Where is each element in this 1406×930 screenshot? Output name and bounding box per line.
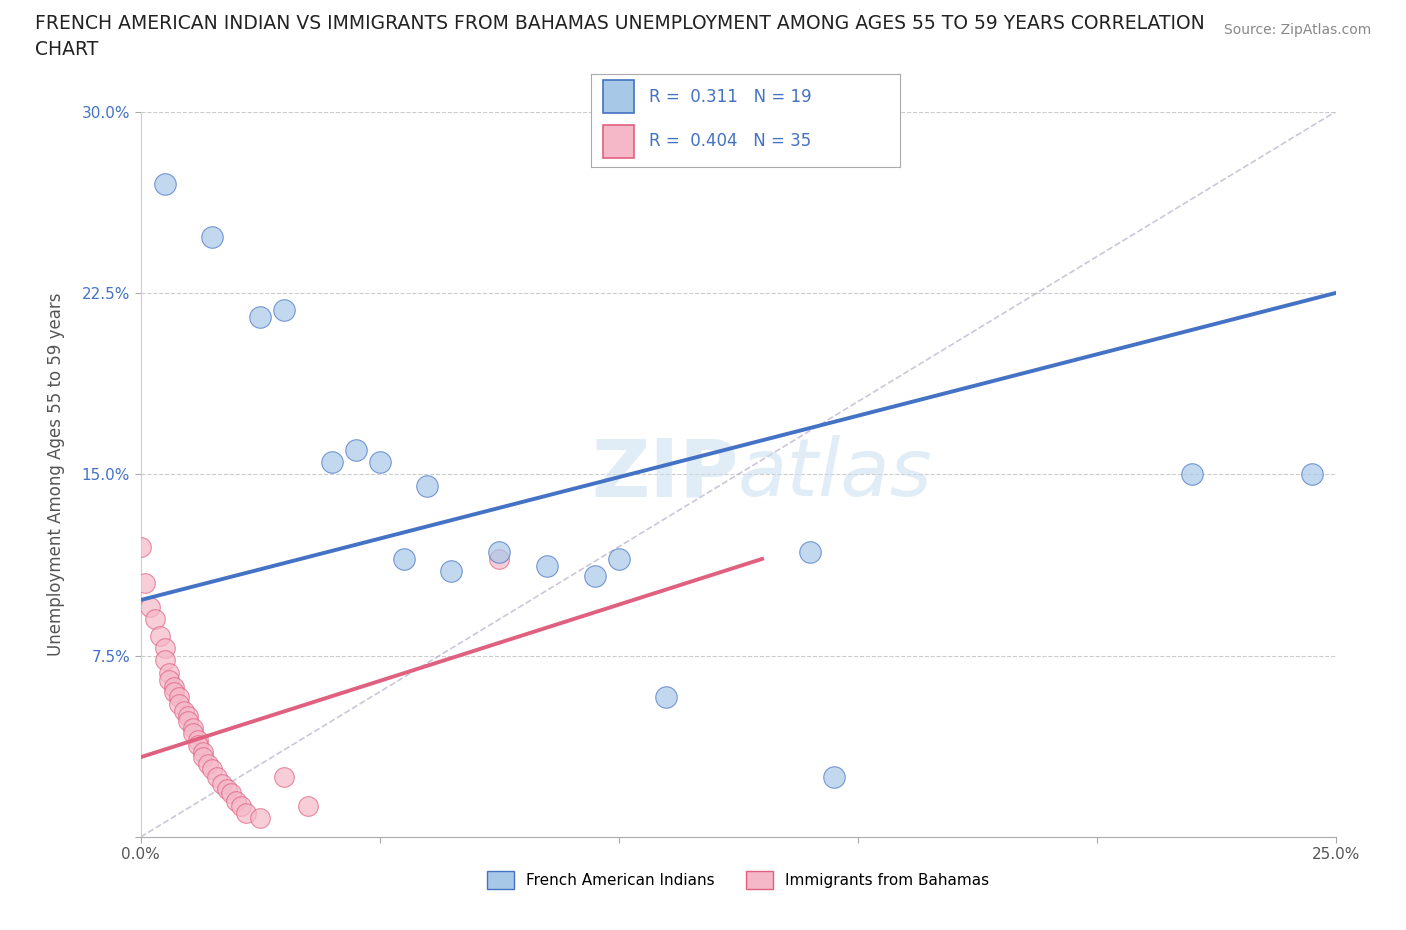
Point bbox=[273, 302, 295, 317]
Point bbox=[187, 737, 209, 752]
Point bbox=[153, 641, 176, 656]
Legend: French American Indians, Immigrants from Bahamas: French American Indians, Immigrants from… bbox=[481, 865, 995, 895]
Point bbox=[153, 177, 176, 192]
Point bbox=[368, 455, 391, 470]
Point bbox=[321, 455, 343, 470]
Point bbox=[157, 672, 180, 687]
Point bbox=[129, 539, 152, 554]
Text: Source: ZipAtlas.com: Source: ZipAtlas.com bbox=[1223, 23, 1371, 37]
Point bbox=[167, 689, 190, 704]
Point bbox=[488, 551, 510, 566]
Point bbox=[221, 786, 243, 801]
Point bbox=[211, 777, 233, 791]
Point bbox=[197, 757, 219, 772]
Point bbox=[157, 665, 180, 680]
Point bbox=[416, 479, 439, 494]
Point bbox=[177, 709, 200, 724]
Point bbox=[249, 810, 271, 825]
Text: FRENCH AMERICAN INDIAN VS IMMIGRANTS FROM BAHAMAS UNEMPLOYMENT AMONG AGES 55 TO : FRENCH AMERICAN INDIAN VS IMMIGRANTS FRO… bbox=[35, 14, 1205, 60]
Point bbox=[344, 443, 367, 458]
Point bbox=[187, 733, 209, 748]
Bar bbox=[603, 80, 634, 113]
Point bbox=[163, 684, 186, 699]
Point bbox=[181, 721, 204, 736]
Point bbox=[583, 568, 606, 583]
Point bbox=[225, 793, 247, 808]
Point bbox=[177, 713, 200, 728]
Point bbox=[297, 798, 319, 813]
Point bbox=[536, 559, 558, 574]
Point bbox=[191, 750, 214, 764]
Text: R =  0.404   N = 35: R = 0.404 N = 35 bbox=[650, 132, 811, 151]
Point bbox=[149, 629, 172, 644]
Point bbox=[392, 551, 415, 566]
Text: ZIP: ZIP bbox=[591, 435, 738, 513]
Point bbox=[440, 564, 463, 578]
Point bbox=[163, 680, 186, 695]
Text: atlas: atlas bbox=[738, 435, 934, 513]
Point bbox=[181, 725, 204, 740]
Point bbox=[1301, 467, 1323, 482]
Point bbox=[799, 544, 821, 559]
Point bbox=[143, 612, 166, 627]
Point bbox=[205, 769, 228, 784]
Point bbox=[823, 769, 845, 784]
Point bbox=[201, 762, 224, 777]
Point bbox=[607, 551, 630, 566]
Point bbox=[215, 781, 238, 796]
Point bbox=[191, 745, 214, 760]
Point bbox=[235, 805, 257, 820]
Point bbox=[139, 600, 162, 615]
Point bbox=[153, 653, 176, 668]
Point bbox=[229, 798, 252, 813]
Text: R =  0.311   N = 19: R = 0.311 N = 19 bbox=[650, 87, 811, 106]
Point bbox=[201, 230, 224, 245]
Point bbox=[1181, 467, 1204, 482]
Y-axis label: Unemployment Among Ages 55 to 59 years: Unemployment Among Ages 55 to 59 years bbox=[46, 293, 65, 656]
Point bbox=[249, 310, 271, 325]
Point bbox=[134, 576, 156, 591]
Point bbox=[173, 704, 195, 719]
Point bbox=[167, 697, 190, 711]
Point bbox=[273, 769, 295, 784]
Point bbox=[488, 544, 510, 559]
Bar bbox=[603, 125, 634, 158]
Point bbox=[655, 689, 678, 704]
